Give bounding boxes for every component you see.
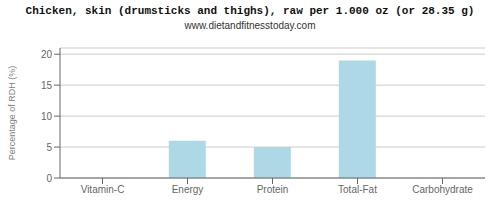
html-text:www.dietandfitnesstoday.com: www.dietandfitnesstoday.com: [184, 20, 316, 31]
svg-text:Carbohydrate: Carbohydrate: [412, 184, 473, 195]
svg-text:Percentage of RDH (%): Percentage of RDH (%): [7, 66, 17, 161]
svg-text:5: 5: [46, 142, 52, 153]
svg-text:10: 10: [41, 111, 53, 122]
svg-text:Vitamin-C: Vitamin-C: [81, 184, 125, 195]
svg-text:Total-Fat: Total-Fat: [338, 184, 377, 195]
svg-text:20: 20: [41, 49, 53, 60]
svg-text:Protein: Protein: [257, 184, 289, 195]
svg-text:15: 15: [41, 80, 53, 91]
svg-text:Energy: Energy: [172, 184, 204, 195]
svg-text:0: 0: [46, 173, 52, 184]
html-text:Chicken, skin (drumsticks and: Chicken, skin (drumsticks and thighs), r…: [25, 5, 475, 17]
